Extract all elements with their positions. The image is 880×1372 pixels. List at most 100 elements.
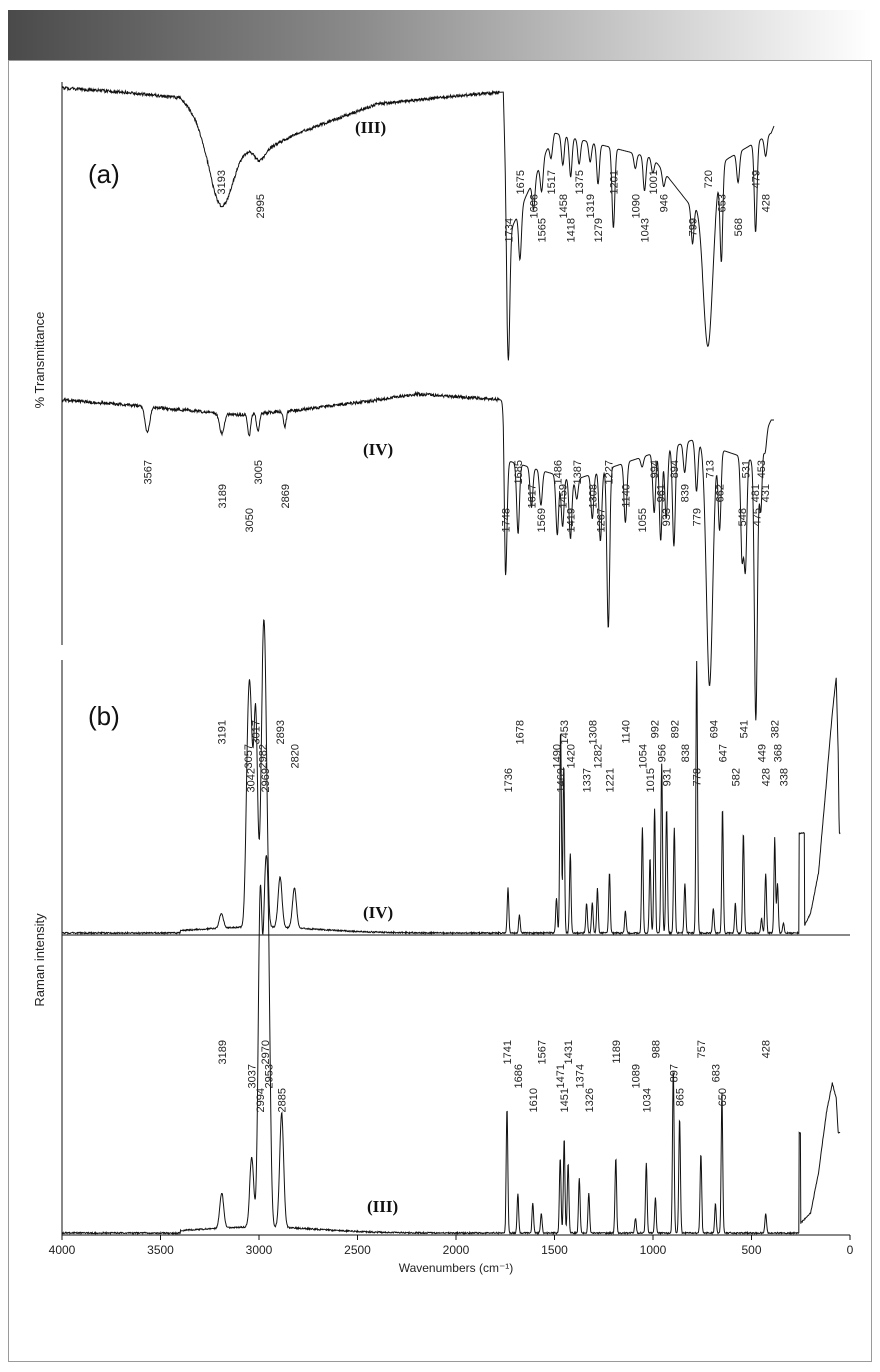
peak-label: 1565 xyxy=(537,218,549,242)
peak-label: 1741 xyxy=(502,1040,514,1064)
peak-label: 1678 xyxy=(514,720,526,744)
peak-label: 3189 xyxy=(217,1040,229,1064)
x-tick-label: 500 xyxy=(741,1243,761,1257)
x-axis-label: Wavenumbers (cm⁻¹) xyxy=(399,1261,514,1275)
peak-label: 1090 xyxy=(630,194,642,218)
peak-label: 713 xyxy=(705,460,717,478)
peak-label: 778 xyxy=(692,768,704,786)
peak-label: 568 xyxy=(733,218,745,236)
peak-label: 548 xyxy=(737,508,749,526)
x-tick-label: 4000 xyxy=(49,1243,76,1257)
peak-label: 1431 xyxy=(563,1040,575,1064)
peak-label: 779 xyxy=(692,508,704,526)
peak-label: 1055 xyxy=(637,508,649,532)
peak-label: 1308 xyxy=(587,484,599,508)
header-bar xyxy=(8,10,872,60)
peak-label: 1567 xyxy=(536,1040,548,1064)
peak-label: 428 xyxy=(761,194,773,212)
peak-label: 1043 xyxy=(640,218,652,242)
x-tick-label: 3500 xyxy=(147,1243,174,1257)
raman-spectrum-iv xyxy=(61,619,841,936)
peak-label: 1459 xyxy=(558,484,570,508)
peak-label: 1419 xyxy=(566,508,578,532)
peak-label: 1736 xyxy=(503,768,515,792)
peak-label: 582 xyxy=(730,768,742,786)
peak-label: 1685 xyxy=(513,460,525,484)
x-axis-ticks: 4000 3500 3000 2500 2000 1500 1000 500 0 xyxy=(49,1235,854,1257)
peak-label: 3042 xyxy=(246,768,258,792)
peak-label: 1453 xyxy=(559,720,571,744)
peak-label: 1420 xyxy=(565,744,577,768)
peak-label: 1319 xyxy=(585,194,597,218)
peak-label: 2893 xyxy=(275,720,287,744)
peak-label: 865 xyxy=(675,1088,687,1106)
peak-label: 1326 xyxy=(584,1088,596,1112)
peak-label: 1221 xyxy=(605,768,617,792)
peak-label: 1610 xyxy=(528,1088,540,1112)
peak-label: 994 xyxy=(649,460,661,478)
series-label-ir-iv: (IV) xyxy=(363,440,393,459)
peak-label: 2970 xyxy=(260,1040,272,1064)
peak-label: 531 xyxy=(740,460,752,478)
peak-label: 2953 xyxy=(263,1064,275,1088)
peak-label: 1617 xyxy=(527,484,539,508)
peak-label: 1279 xyxy=(593,218,605,242)
x-tick-label: 1500 xyxy=(541,1243,568,1257)
peak-label: 1227 xyxy=(603,460,615,484)
peak-label: 694 xyxy=(708,720,720,738)
x-tick-label: 2500 xyxy=(344,1243,371,1257)
peak-label: 428 xyxy=(761,768,773,786)
x-tick-label: 1000 xyxy=(640,1243,667,1257)
peak-label: 2885 xyxy=(277,1088,289,1112)
peak-label: 428 xyxy=(761,1040,773,1058)
peak-label: 1469 xyxy=(556,768,568,792)
ir-spectrum-iii xyxy=(61,85,775,361)
peak-label: 988 xyxy=(650,1040,662,1058)
series-label-raman-iv: (IV) xyxy=(363,903,393,922)
peak-label: 1486 xyxy=(552,460,564,484)
peak-label: 892 xyxy=(669,720,681,738)
peak-label: 897 xyxy=(668,1064,680,1082)
peak-label: 3057 xyxy=(243,744,255,768)
peak-label: 992 xyxy=(650,720,662,738)
peak-label: 720 xyxy=(703,170,715,188)
peak-label: 683 xyxy=(710,1064,722,1082)
x-tick-label: 0 xyxy=(847,1243,854,1257)
peak-label: 894 xyxy=(669,460,681,478)
peak-label: 647 xyxy=(718,744,730,762)
peak-label: 1451 xyxy=(559,1088,571,1112)
peak-label: 2994 xyxy=(255,1088,267,1112)
peak-label: 1748 xyxy=(501,508,513,532)
x-tick-label: 3000 xyxy=(246,1243,273,1257)
peak-label: 368 xyxy=(773,744,785,762)
peak-label: 1418 xyxy=(566,218,578,242)
peak-label: 479 xyxy=(751,170,763,188)
peak-label: 1606 xyxy=(529,194,541,218)
peak-label: 1308 xyxy=(587,720,599,744)
peak-label: 3189 xyxy=(217,484,229,508)
peak-label: 1490 xyxy=(552,744,564,768)
peak-label: 1034 xyxy=(641,1088,653,1112)
peak-label: 2982 xyxy=(258,744,270,768)
peak-label: 1015 xyxy=(645,768,657,792)
peak-label: 1686 xyxy=(513,1064,525,1088)
peak-label: 1189 xyxy=(611,1040,623,1064)
peak-label: 1337 xyxy=(582,768,594,792)
peak-label: 2995 xyxy=(255,194,267,218)
panel-label-b: (b) xyxy=(88,701,120,731)
peak-label: 3191 xyxy=(216,720,228,744)
peak-label: 1267 xyxy=(595,508,607,532)
peak-label: 1387 xyxy=(572,460,584,484)
peak-label: 1675 xyxy=(515,170,527,194)
peak-label: 650 xyxy=(717,1088,729,1106)
peak-label: 3017 xyxy=(251,720,263,744)
panel-label-a: (a) xyxy=(88,159,120,189)
x-tick-label: 2000 xyxy=(443,1243,470,1257)
peak-label: 541 xyxy=(738,720,750,738)
peak-label: 1089 xyxy=(631,1064,643,1088)
peak-label: 653 xyxy=(716,194,728,212)
peak-label: 1517 xyxy=(546,170,558,194)
peak-label: 3193 xyxy=(216,170,228,194)
